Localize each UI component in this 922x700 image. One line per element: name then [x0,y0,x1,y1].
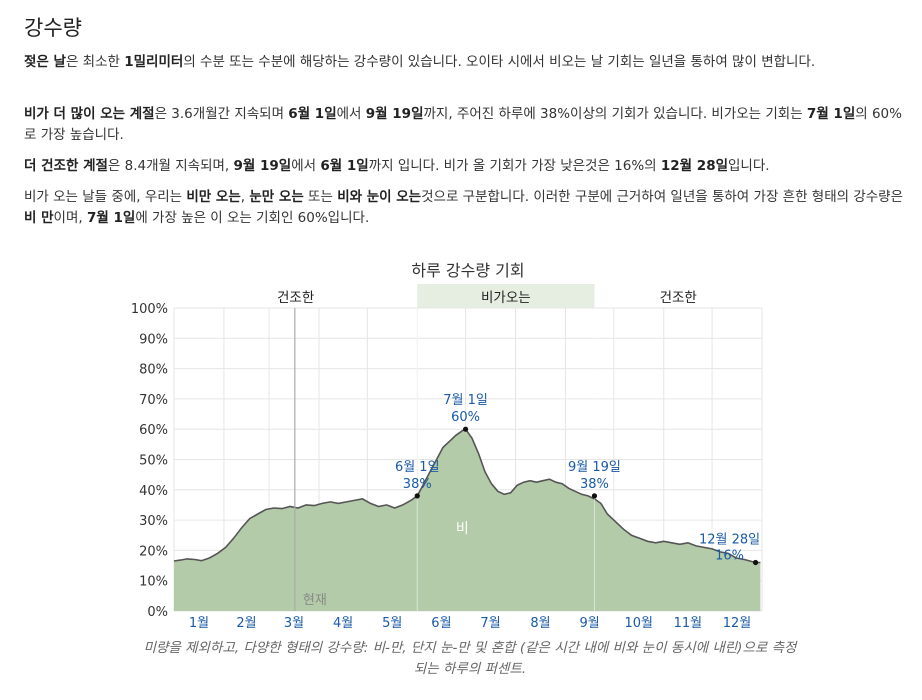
season-label-1: 비가오는 [481,290,531,306]
y-tick-label: 100% [131,302,168,317]
wet-season-end: 9월 19일 [365,106,424,122]
y-tick-label: 20% [139,544,168,559]
y-tick-label: 60% [139,423,168,438]
month-label: 9월 [580,616,600,631]
wet-season-paragraph: 비가 더 많이 오는 계절은 3.6개월간 지속되며 6월 1일에서 9월 19… [24,104,904,146]
annotation-point [752,559,759,566]
mixed-term: 비와 눈이 오는 [337,189,422,205]
annotation-value: 60% [451,410,480,425]
month-label: 10월 [625,616,654,631]
p3-text: 까지 입니다. 비가 올 기회가 가장 낮은것은 16%의 [368,158,661,174]
precipitation-chart: 하루 강수량 기회 건조한 비가오는 건조한 비현재 0% 10% 20% 30% 40% 5… [131,261,763,631]
y-tick-label: 70% [139,393,168,408]
month-label: 3월 [284,616,304,631]
y-tick-label: 50% [139,454,168,469]
page-title: 강수량 [24,16,82,40]
p3-text: 은 8.4개월 지속되며, [107,158,234,174]
p4-text: 이며, [53,210,87,226]
season-band-1 [417,284,595,308]
wet-season-start: 6월 1일 [288,106,337,122]
y-tick-label: 40% [139,484,168,499]
chart-area: 비현재 [173,308,761,611]
month-label: 8월 [530,616,550,631]
dry-season-paragraph: 더 건조한 계절은 8.4개월 지속되며, 9월 19일에서 6월 1일까지 입… [24,156,904,177]
p2-text: 에서 [336,106,366,122]
month-label: 6월 [431,616,451,631]
p2-text: 까지, 주어진 하루에 38%이상의 기회가 있습니다. 비가오는 기회는 [423,106,807,122]
month-label: 7월 [480,616,500,631]
p4-text: 비가 오는 날들 중에, 우리는 [24,189,187,205]
p2-text: 은 3.6개월간 지속되며 [154,106,289,122]
p4-text: 또는 [303,189,338,205]
y-tick-label: 90% [139,332,168,347]
month-label: 1월 [189,616,209,631]
p1-text: 은 최소한 [65,54,125,70]
annotation-value: 38% [403,477,432,492]
y-tick-label: 30% [139,514,168,529]
month-label: 2월 [236,616,256,631]
month-label: 5월 [382,616,402,631]
precip-type-paragraph: 비가 오는 날들 중에, 우리는 비만 오는, 눈만 오는 또는 비와 눈이 오… [24,187,904,229]
y-tick-label: 0% [147,605,168,620]
rain-peak-date: 7월 1일 [86,210,136,226]
dry-season-start: 9월 19일 [233,158,292,174]
dry-season-end: 6월 1일 [320,158,369,174]
y-tick-label: 80% [139,363,168,378]
chart-title: 하루 강수량 기회 [411,261,524,280]
month-label: 12월 [723,616,752,631]
wet-season-term: 비가 더 많이 오는 계절 [24,106,155,122]
dry-season-min-date: 12월 28일 [660,158,729,174]
rain-only-result: 비 만 [24,210,54,226]
annotation-date: 7월 1일 [443,393,488,408]
annotation-value: 38% [580,477,609,492]
dry-season-term: 더 건조한 계절 [24,158,108,174]
annotation-date: 9월 19일 [568,460,621,475]
now-label: 현재 [303,593,327,608]
rain-only-term: 비만 오는 [186,189,241,205]
snow-only-term: 눈만 오는 [249,189,304,205]
month-label: 11월 [674,616,703,631]
p2-text: 의 60%로 가장 높습니다. [24,106,902,143]
season-label-0: 건조한 [277,290,314,306]
annotation-date: 12월 28일 [699,533,760,548]
annotation-point [462,426,469,432]
intro-paragraph: 젖은 날은 최소한 1밀리미터의 수분 또는 수분에 해당하는 강수량이 있습니… [24,52,904,73]
p4-text: 에 가장 높은 이 오는 기회인 60%입니다. [135,210,370,226]
one-millimeter-term: 1밀리미터 [124,54,184,70]
p4-text: , [240,189,250,205]
wet-day-term: 젖은 날 [24,54,66,70]
annotation-point [414,493,420,499]
season-bands: 건조한 비가오는 건조한 [277,284,697,308]
p3-text: 입니다. [728,158,770,174]
annotation-point [591,493,598,499]
x-axis: 1월 2월 3월 4월 5월 6월 7월 8월 9월 10월 11월 12월 [189,616,751,631]
season-label-2: 건조한 [660,290,697,306]
month-label: 4월 [333,616,353,631]
y-axis: 0% 10% 20% 30% 40% 50% 60% 70% 80% 90% 100% [131,302,168,620]
rain-line [173,428,761,564]
wet-season-peak-date: 7월 1일 [806,106,856,122]
p1-text: 의 수분 또는 수분에 해당하는 강수량이 있습니다. 오이타 시에서 비오는 … [183,54,816,70]
annotation-value: 16% [715,549,744,564]
rain-area [174,429,761,611]
p3-text: 에서 [291,158,321,174]
annotation-date: 6월 1일 [395,460,440,475]
y-tick-label: 10% [139,575,168,590]
chart-caption: 미량을 제외하고, 다양한 형태의 강수량: 비-만, 단지 눈-만 및 혼합 … [143,640,797,677]
series-label-rain: 비 [456,521,469,537]
p4-text: 것으로 구분합니다. 이러한 구분에 근거하여 일년을 통하여 가장 흔한 형태… [421,189,904,205]
